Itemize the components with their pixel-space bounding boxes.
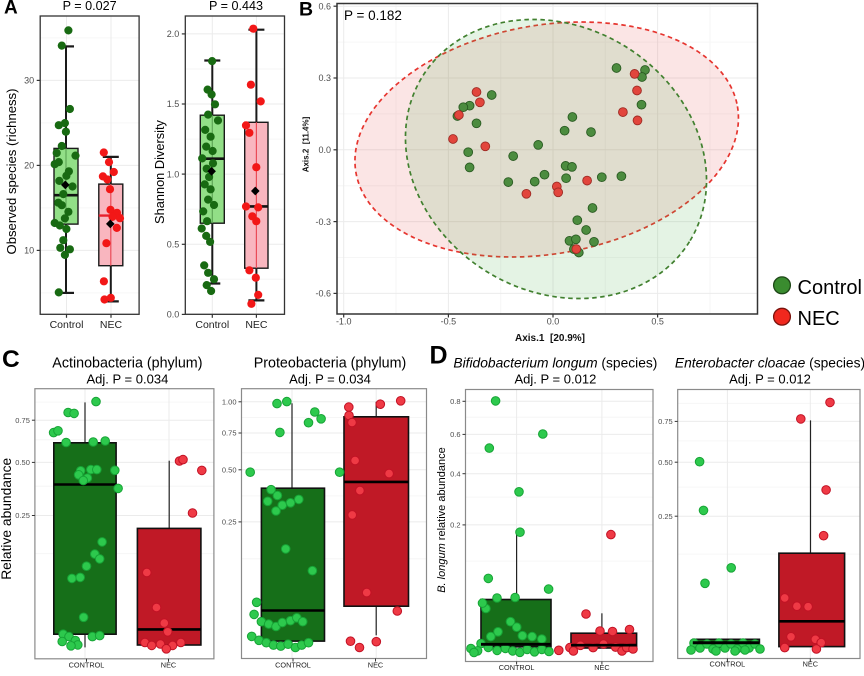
svg-text:Control: Control bbox=[195, 319, 229, 331]
svg-text:0.4: 0.4 bbox=[450, 469, 460, 478]
svg-text:1.5: 1.5 bbox=[167, 99, 180, 109]
svg-text:Observed species (richness): Observed species (richness) bbox=[4, 89, 19, 255]
svg-text:0.75: 0.75 bbox=[15, 416, 30, 425]
svg-text:0.50: 0.50 bbox=[222, 466, 237, 475]
svg-text:-1.0: -1.0 bbox=[336, 317, 352, 327]
svg-text:D: D bbox=[430, 342, 448, 370]
svg-text:Relative abundance: Relative abundance bbox=[0, 457, 14, 579]
svg-text:-0.5: -0.5 bbox=[441, 317, 457, 327]
svg-text:Adj. P = 0.012: Adj. P = 0.012 bbox=[729, 372, 811, 387]
svg-text:0.5: 0.5 bbox=[651, 317, 664, 327]
svg-text:0.25: 0.25 bbox=[658, 512, 673, 521]
svg-text:NEC: NEC bbox=[368, 660, 383, 669]
svg-text:Axis.1 [20.9%]: Axis.1 [20.9%] bbox=[515, 333, 585, 344]
svg-text:0.75: 0.75 bbox=[222, 429, 237, 438]
svg-text:Adj. P = 0.012: Adj. P = 0.012 bbox=[515, 372, 597, 387]
svg-text:NEC: NEC bbox=[161, 661, 176, 670]
svg-text:0.6: 0.6 bbox=[450, 430, 460, 439]
svg-text:-0.3: -0.3 bbox=[315, 217, 331, 227]
svg-text:NEC: NEC bbox=[798, 308, 840, 330]
svg-text:1.0: 1.0 bbox=[167, 169, 180, 179]
svg-text:A: A bbox=[4, 0, 18, 19]
svg-text:0.2: 0.2 bbox=[450, 521, 460, 530]
svg-text:10: 10 bbox=[24, 246, 34, 256]
svg-text:CONTROL: CONTROL bbox=[69, 661, 105, 670]
svg-text:0.50: 0.50 bbox=[15, 458, 30, 467]
svg-text:Control: Control bbox=[798, 277, 862, 299]
svg-text:B. longum relative abundance: B. longum relative abundance bbox=[436, 447, 448, 593]
svg-text:NEC: NEC bbox=[245, 319, 268, 331]
svg-text:Axis.2 [11.4%]: Axis.2 [11.4%] bbox=[302, 116, 311, 172]
svg-text:0.25: 0.25 bbox=[222, 518, 237, 527]
svg-text:Adj. P = 0.034: Adj. P = 0.034 bbox=[87, 372, 169, 387]
svg-text:0.3: 0.3 bbox=[318, 73, 331, 83]
svg-text:Proteobacteria (phylum): Proteobacteria (phylum) bbox=[254, 356, 407, 372]
svg-text:C: C bbox=[2, 346, 20, 373]
svg-text:CONTROL: CONTROL bbox=[275, 660, 311, 669]
svg-text:0.0: 0.0 bbox=[318, 145, 331, 155]
svg-text:NEC: NEC bbox=[594, 663, 609, 671]
svg-text:-0.6: -0.6 bbox=[315, 289, 331, 299]
svg-text:Enterobacter cloacae (species): Enterobacter cloacae (species) bbox=[675, 356, 864, 371]
svg-text:NEC: NEC bbox=[100, 319, 123, 331]
svg-text:Actinobacteria (phylum): Actinobacteria (phylum) bbox=[52, 356, 202, 372]
svg-text:CONTROL: CONTROL bbox=[710, 660, 746, 669]
svg-text:0.5: 0.5 bbox=[167, 240, 180, 250]
svg-text:B: B bbox=[299, 0, 313, 21]
svg-text:0.50: 0.50 bbox=[658, 458, 673, 467]
svg-text:Shannon Diversity: Shannon Diversity bbox=[152, 119, 167, 223]
svg-text:P = 0.443: P = 0.443 bbox=[209, 0, 263, 13]
svg-text:Bifidobacterium longum (specie: Bifidobacterium longum (species) bbox=[453, 356, 657, 371]
svg-text:0.0: 0.0 bbox=[547, 317, 560, 327]
svg-text:0.0: 0.0 bbox=[167, 310, 180, 320]
svg-text:2.0: 2.0 bbox=[167, 29, 180, 39]
svg-text:0.8: 0.8 bbox=[450, 397, 460, 406]
svg-text:NEC: NEC bbox=[803, 660, 818, 669]
svg-text:P = 0.027: P = 0.027 bbox=[63, 0, 117, 13]
svg-text:1.00: 1.00 bbox=[222, 398, 237, 407]
svg-text:P = 0.182: P = 0.182 bbox=[344, 8, 402, 23]
svg-text:CONTROL: CONTROL bbox=[499, 663, 535, 671]
svg-text:Adj. P = 0.034: Adj. P = 0.034 bbox=[289, 372, 371, 387]
svg-text:0.75: 0.75 bbox=[658, 417, 673, 426]
svg-text:20: 20 bbox=[24, 161, 34, 171]
svg-text:30: 30 bbox=[24, 76, 34, 86]
svg-text:0.6: 0.6 bbox=[318, 1, 331, 11]
svg-text:Control: Control bbox=[50, 319, 84, 331]
svg-text:0.25: 0.25 bbox=[15, 511, 30, 520]
